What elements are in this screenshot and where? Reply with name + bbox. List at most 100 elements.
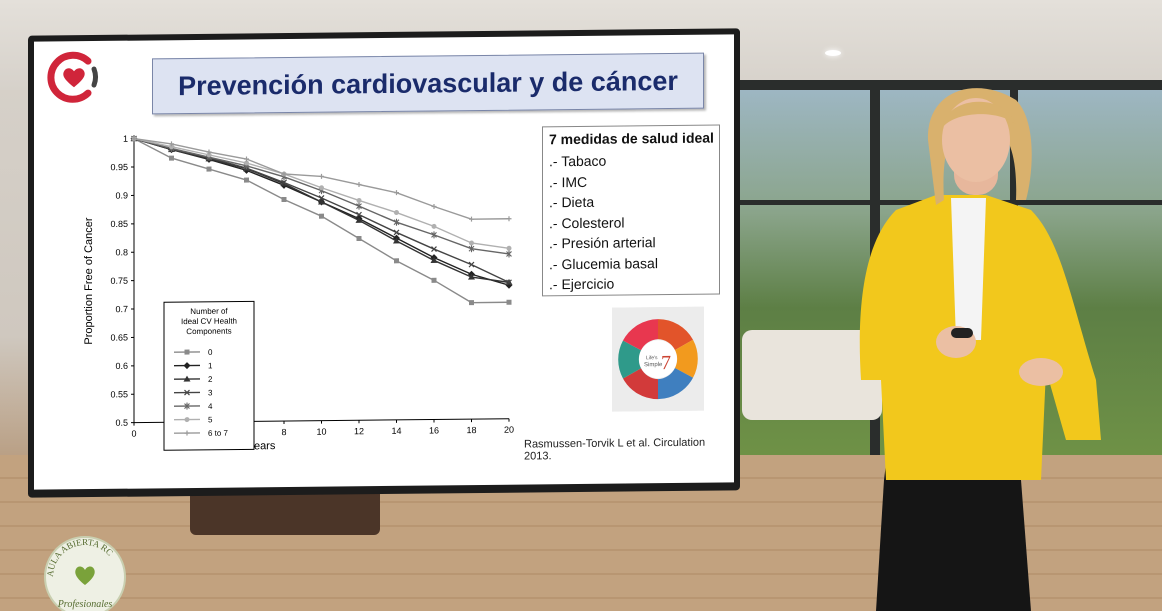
data-point [393,229,400,236]
data-point [319,185,324,191]
data-point [394,210,399,216]
list-item: .- Dieta [549,193,595,211]
simple-label: Simple [644,362,663,368]
data-point [244,160,249,166]
x-tick-label: 18 [466,425,476,435]
data-point [469,216,474,222]
legend-marker [184,417,190,423]
badge-caption: Profesionales [57,599,113,610]
legend-marker [184,402,190,410]
data-point [431,203,437,209]
legend-marker [184,389,190,396]
data-point [468,245,475,253]
data-point [469,300,474,306]
y-tick-label: 0.75 [110,276,128,286]
list-item: .- Tabaco [549,152,607,170]
slide-title: Prevención cardiovascular y de cáncer [178,65,678,101]
list-heading: 7 medidas de salud ideal [549,129,714,148]
data-point [169,155,174,161]
legend-label: 1 [208,361,213,370]
data-point [394,190,399,196]
data-point [206,149,212,155]
y-tick-label: 0.95 [110,162,128,172]
series-line-1 [133,137,510,286]
data-point [169,144,174,150]
y-tick-label: 0.8 [115,247,128,257]
y-tick-label: 0.7 [115,304,128,314]
data-point [468,261,475,268]
data-point [356,202,362,210]
y-tick-label: 0.6 [115,361,128,371]
sofa [742,330,882,420]
legend-title: Number of [190,307,228,316]
x-tick-label: 0 [131,429,136,439]
data-point [281,197,287,203]
list-item: .- IMC [549,173,588,190]
legend-marker [184,349,190,355]
legend-label: 2 [208,375,213,384]
data-point [431,277,437,283]
data-point [506,216,512,222]
data-point [394,258,399,264]
data-point [281,179,287,186]
list-item: .- Glucemia basal [549,254,658,272]
legend-title: Components [186,327,231,336]
citation: Rasmussen-Torvik L et al. Circulation 20… [524,436,706,463]
slide-title-box: Prevención cardiovascular y de cáncer [152,52,704,115]
y-axis-label: Proportion Free of Cancer [83,217,95,345]
heart-leaf-icon [75,566,95,585]
legend-box [163,300,255,451]
data-point [131,136,137,142]
data-point [393,237,400,244]
data-point [506,299,512,305]
legend-marker [183,375,191,382]
x-tick-label: 20 [504,425,514,435]
legend-marker [184,430,190,436]
data-point [431,246,437,253]
series-line-3 [133,137,510,284]
data-point [319,213,324,219]
x-tick-label: 16 [429,425,439,435]
data-point [468,273,475,280]
data-point [281,171,287,177]
data-point [169,141,174,147]
legend-title: Ideal CV Health [181,317,237,327]
data-point [206,152,212,158]
legend-label: 5 [208,415,213,424]
heart-in-circle-icon [47,51,98,103]
data-point [318,198,325,205]
ceiling-light [825,50,841,56]
legend-label: 0 [208,348,213,357]
data-point [431,223,437,229]
data-point [318,195,325,201]
lifes-simple-7-icon: Life's Simple 7 [612,306,704,412]
data-point [469,240,474,246]
list-item: .- Colesterol [549,213,625,231]
data-point [506,245,512,251]
y-tick-label: 1 [123,134,128,144]
legend-label: 3 [208,388,213,397]
cancer-free-chart: 024681012141618200.50.550.60.650.70.750.… [83,134,514,453]
x-axis-label: Years [248,440,276,452]
data-point [430,256,438,263]
data-point [393,218,400,226]
y-tick-label: 0.55 [110,389,128,399]
data-point [356,197,362,203]
x-tick-label: 12 [354,426,364,436]
legend-marker [183,362,191,370]
x-tick-label: 10 [316,427,326,437]
list-item: .- Ejercicio [549,275,615,293]
data-point [319,173,324,179]
tv-screen: Prevención cardiovascular y de cáncer 0 2… [28,28,740,498]
data-point [244,177,249,183]
data-point [355,216,363,223]
data-point [506,279,512,286]
data-point [206,166,212,172]
data-point [431,231,437,239]
data-point [506,250,512,258]
list-item: .- Presión arterial [549,234,656,252]
x-tick-label: 8 [281,427,286,437]
y-tick-label: 0.65 [110,332,128,342]
data-point [244,156,249,162]
data-point [356,211,362,218]
